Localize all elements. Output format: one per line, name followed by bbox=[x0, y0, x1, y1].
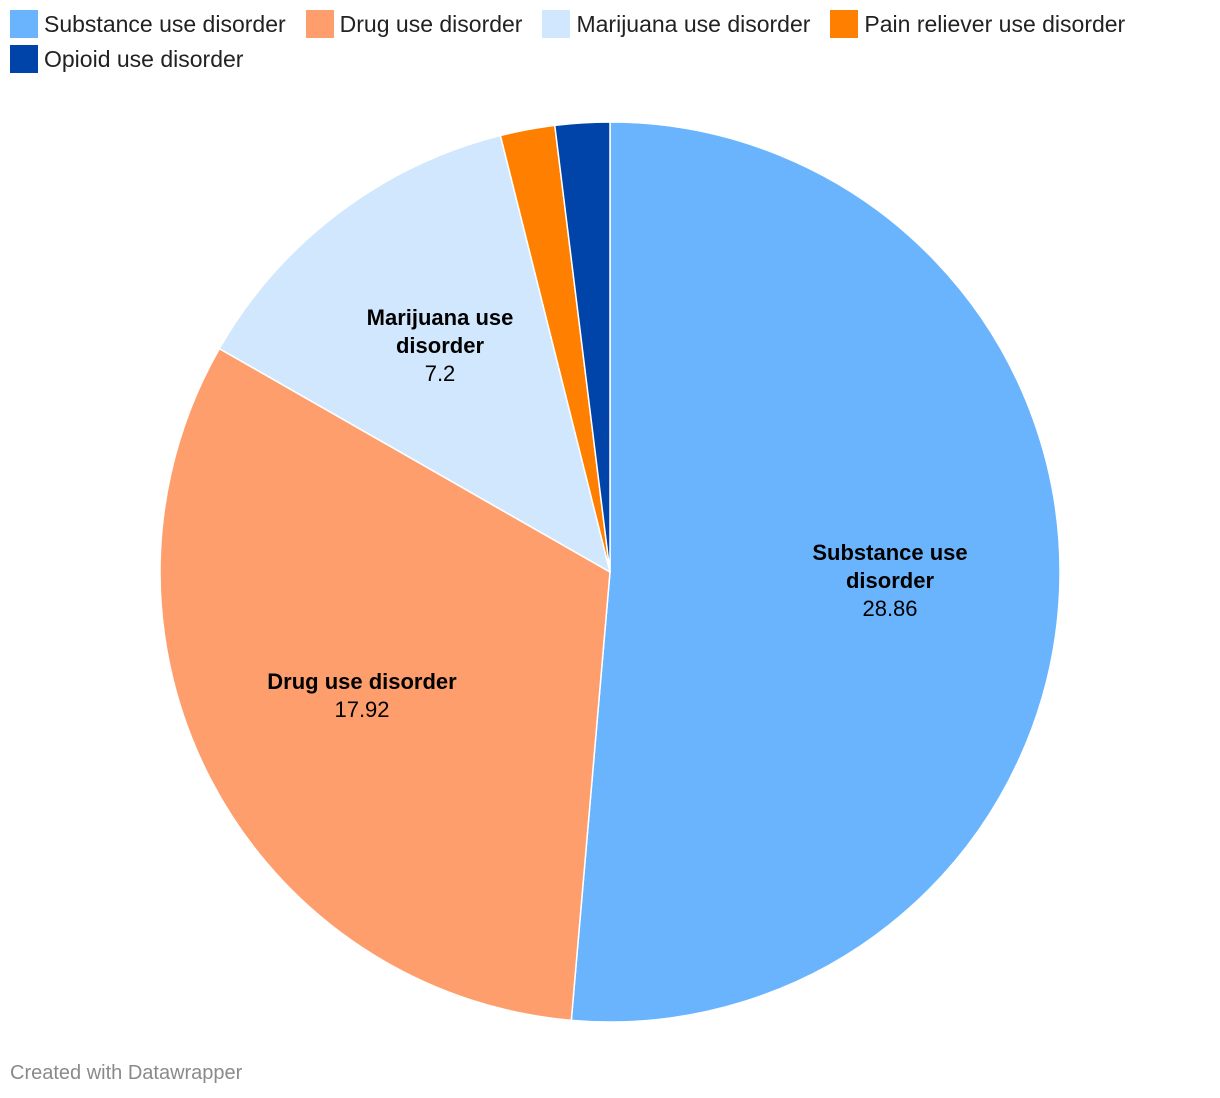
slice-name-line: Marijuana use bbox=[367, 305, 514, 330]
legend-swatch bbox=[830, 10, 859, 38]
pie-slice-drug-use-disorder bbox=[159, 347, 611, 1022]
legend-swatch bbox=[10, 45, 38, 73]
pie-slice-opioid-use-disorder bbox=[554, 121, 611, 573]
legend-item-pain-reliever-use-disorder: Pain reliever use disorder bbox=[830, 10, 1125, 38]
slice-label: Marijuana use disorder 7.2 bbox=[367, 305, 514, 386]
chart-legend: Substance use disorder Drug use disorder… bbox=[10, 10, 1210, 73]
pie-slice-marijuana-use-disorder bbox=[218, 134, 611, 573]
slice-name-line: disorder bbox=[396, 333, 484, 358]
slice-name-line: Substance use bbox=[812, 540, 967, 565]
slice-label: Substance use disorder 28.86 bbox=[812, 540, 967, 621]
pie-slices bbox=[159, 121, 1061, 1023]
legend-label: Substance use disorder bbox=[44, 10, 286, 37]
legend-swatch bbox=[305, 10, 334, 38]
slice-value: 17.92 bbox=[334, 697, 389, 722]
slice-name-line: disorder bbox=[846, 568, 934, 593]
legend-item-drug-use-disorder: Drug use disorder bbox=[305, 10, 523, 38]
legend-label: Opioid use disorder bbox=[44, 45, 244, 72]
slice-value: 7.2 bbox=[425, 361, 456, 386]
pie-labels: Substance use disorder 28.86 Drug use disor… bbox=[267, 305, 967, 722]
legend-swatch bbox=[10, 10, 38, 38]
legend-label: Marijuana use disorder bbox=[576, 10, 811, 37]
pie-slice-substance-use-disorder bbox=[570, 121, 1061, 1023]
legend-item-marijuana-use-disorder: Marijuana use disorder bbox=[542, 10, 810, 38]
legend-item-opioid-use-disorder: Opioid use disorder bbox=[10, 45, 243, 73]
legend-label: Pain reliever use disorder bbox=[864, 10, 1126, 37]
datawrapper-credit: Created with Datawrapper bbox=[10, 1062, 243, 1084]
legend-label: Drug use disorder bbox=[339, 10, 523, 37]
legend-swatch bbox=[542, 10, 571, 38]
slice-value: 28.86 bbox=[862, 596, 917, 621]
slice-label: Drug use disorder 17.92 bbox=[267, 669, 457, 722]
slice-name-line: Drug use disorder bbox=[267, 669, 457, 694]
legend-item-substance-use-disorder: Substance use disorder bbox=[10, 10, 286, 38]
